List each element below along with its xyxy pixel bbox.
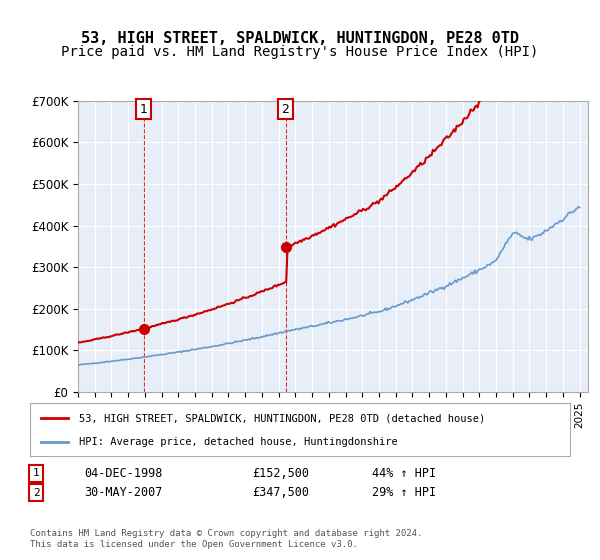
- Text: 44% ↑ HPI: 44% ↑ HPI: [372, 466, 436, 480]
- Text: 30-MAY-2007: 30-MAY-2007: [84, 486, 163, 500]
- Text: 53, HIGH STREET, SPALDWICK, HUNTINGDON, PE28 0TD (detached house): 53, HIGH STREET, SPALDWICK, HUNTINGDON, …: [79, 413, 485, 423]
- Text: 04-DEC-1998: 04-DEC-1998: [84, 466, 163, 480]
- Text: 2: 2: [281, 102, 289, 115]
- Text: 2: 2: [32, 488, 40, 498]
- Text: 29% ↑ HPI: 29% ↑ HPI: [372, 486, 436, 500]
- Text: Price paid vs. HM Land Registry's House Price Index (HPI): Price paid vs. HM Land Registry's House …: [61, 45, 539, 59]
- Text: HPI: Average price, detached house, Huntingdonshire: HPI: Average price, detached house, Hunt…: [79, 436, 397, 446]
- Text: 1: 1: [140, 102, 148, 115]
- Text: £152,500: £152,500: [252, 466, 309, 480]
- Text: 53, HIGH STREET, SPALDWICK, HUNTINGDON, PE28 0TD: 53, HIGH STREET, SPALDWICK, HUNTINGDON, …: [81, 31, 519, 46]
- Text: Contains HM Land Registry data © Crown copyright and database right 2024.
This d: Contains HM Land Registry data © Crown c…: [30, 529, 422, 549]
- Text: £347,500: £347,500: [252, 486, 309, 500]
- Text: 1: 1: [32, 468, 40, 478]
